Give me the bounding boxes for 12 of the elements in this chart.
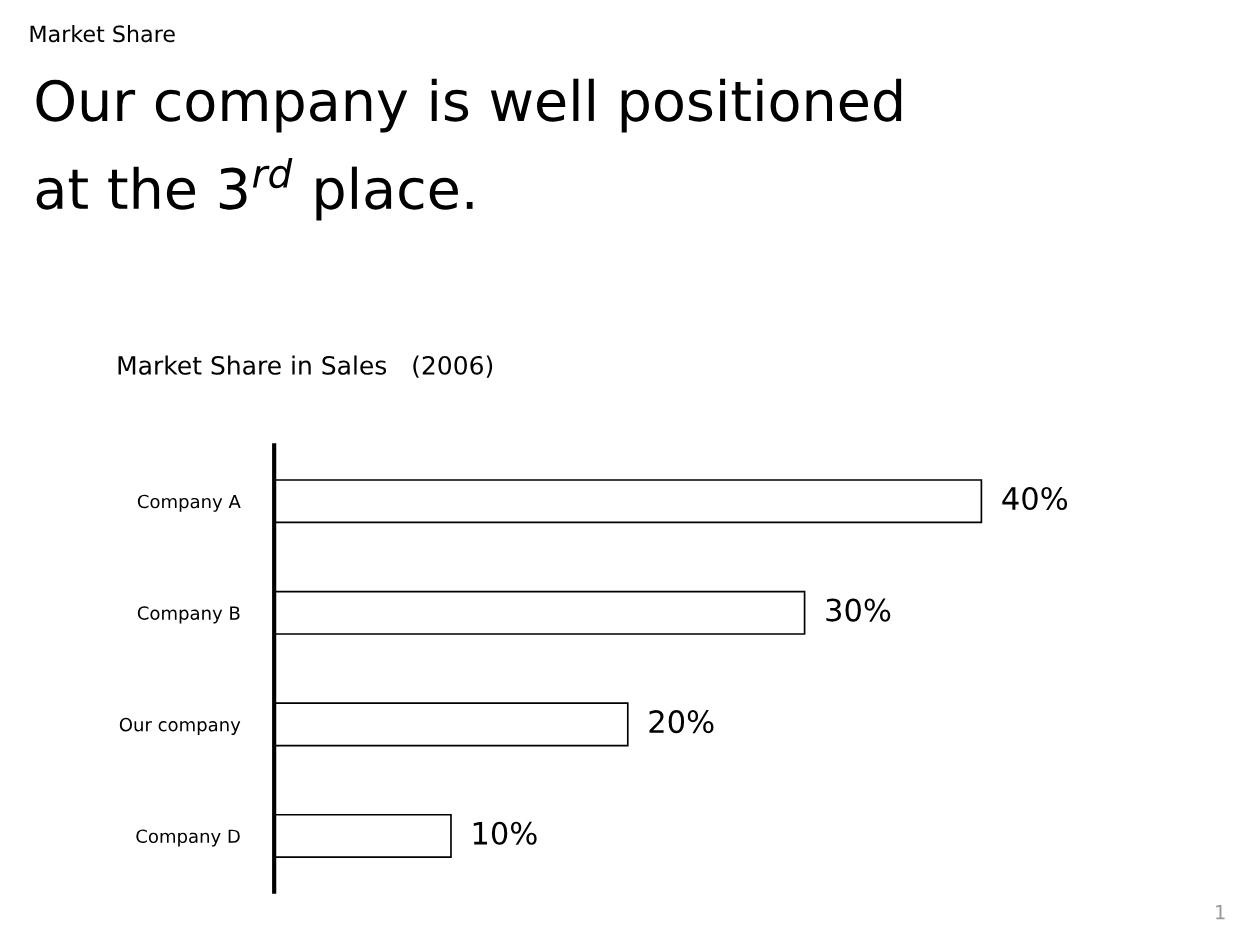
chart-subtitle: Our company is well positioned at the 3$^{rd}$ place.	[36, 78, 902, 221]
text: Market Share in Sales (2006)	[118, 355, 493, 378]
data-label: 30%	[826, 598, 891, 622]
y-tick-label: Company D	[136, 829, 240, 847]
y-tick-label: Company B	[137, 606, 240, 624]
y-tick-label: Company A	[137, 494, 241, 512]
data-label: 40%	[1002, 486, 1068, 511]
data-label: 20%	[649, 710, 714, 734]
data-label: 10%	[473, 821, 537, 845]
y-tick-label: Our company	[119, 717, 241, 735]
chart-title: Market Share	[30, 25, 175, 43]
text: 1	[1216, 905, 1225, 920]
